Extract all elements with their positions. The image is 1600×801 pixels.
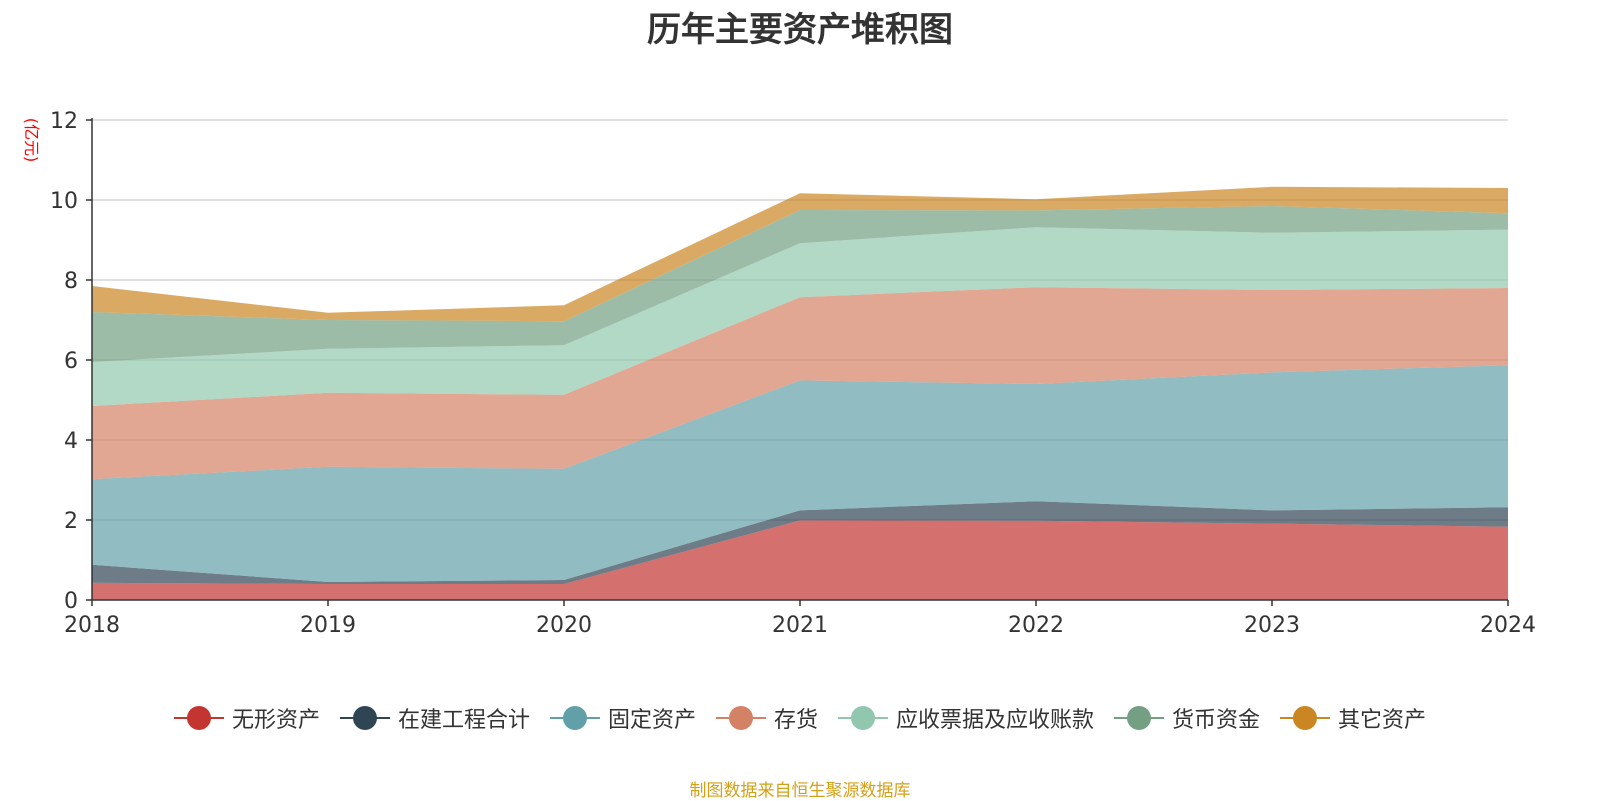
legend-label: 其它资产 [1338, 708, 1427, 733]
legend-marker-icon [173, 705, 224, 731]
area-series-layer [92, 186, 1508, 600]
legend-item-2[interactable]: 固定资产 [549, 702, 696, 734]
legend-marker-icon [339, 705, 390, 731]
x-tick-label-5: 2023 [1244, 613, 1300, 638]
x-tick-label-2: 2020 [536, 613, 592, 638]
legend-item-0[interactable]: 无形资产 [173, 702, 320, 734]
legend-label: 货币资金 [1172, 708, 1261, 733]
area-series-4 [92, 227, 1508, 406]
legend-label: 应收票据及应收账款 [896, 708, 1095, 733]
y-tick-label-3: 6 [64, 349, 78, 374]
legend-marker-icon [549, 705, 600, 731]
area-series-6 [92, 186, 1508, 322]
area-series-2 [92, 365, 1508, 582]
y-tick-label-4: 8 [64, 269, 78, 294]
y-axis-unit-label: (亿元) [22, 118, 41, 163]
x-tick-label-3: 2021 [772, 613, 828, 638]
area-series-3 [92, 287, 1508, 480]
x-tick-label-0: 2018 [64, 613, 120, 638]
x-tick-label-6: 2024 [1480, 613, 1536, 638]
y-tick-label-1: 2 [64, 509, 78, 534]
x-tick-label-4: 2022 [1008, 613, 1064, 638]
y-tick-label-2: 4 [64, 429, 78, 454]
legend-label: 无形资产 [231, 708, 320, 733]
legend-label: 在建工程合计 [397, 708, 530, 733]
x-tick-label-1: 2019 [300, 613, 356, 638]
axes: 0 2 4 6 8 10 12 2018 2019 2020 2021 2022 2023 2024 [50, 109, 1536, 638]
area-series-0 [92, 520, 1508, 600]
legend-item-3[interactable]: 存货 [715, 702, 818, 734]
legend-item-5[interactable]: 货币资金 [1114, 702, 1260, 734]
legend-label: 存货 [773, 708, 818, 733]
legend-marker-icon [1114, 705, 1165, 731]
legend-item-6[interactable]: 其它资产 [1280, 702, 1426, 734]
area-series-5 [92, 206, 1508, 362]
legend-item-1[interactable]: 在建工程合计 [339, 702, 530, 734]
legend-item-4[interactable]: 应收票据及应收账款 [838, 702, 1094, 734]
y-tick-label-5: 10 [50, 189, 78, 214]
source-note: 制图数据来自恒生聚源数据库 [689, 781, 911, 801]
legend-marker-icon [715, 705, 766, 731]
legend-label: 固定资产 [607, 708, 696, 733]
legend-marker-icon [838, 705, 888, 731]
legend-marker-icon [1280, 705, 1331, 731]
chart-title: 历年主要资产堆积图 [647, 10, 953, 50]
legend: 无形资产 在建工程合计 固定资产 存货 应收票据及应收账款 货币资金 其它资产 [0, 702, 1600, 734]
area-series-1 [92, 501, 1508, 584]
y-tick-label-0: 0 [64, 589, 78, 614]
y-tick-label-6: 12 [50, 109, 78, 134]
